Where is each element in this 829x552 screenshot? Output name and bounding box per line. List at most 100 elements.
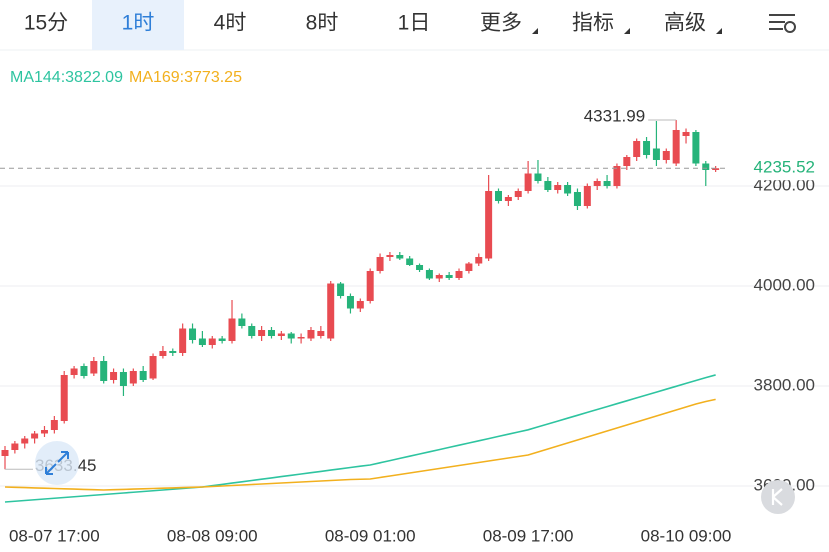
candle-body — [534, 173, 542, 181]
tab[interactable]: 1时 — [122, 12, 155, 35]
candle-body — [70, 368, 78, 375]
tab[interactable]: 高级 — [664, 12, 706, 35]
candle-body — [485, 191, 493, 259]
candle-body — [356, 301, 364, 309]
candle-body — [524, 173, 532, 191]
candle-body — [435, 275, 443, 279]
candle-body — [307, 330, 315, 339]
candle-body — [672, 130, 680, 164]
high-label: 4331.99 — [584, 106, 645, 125]
candle-body — [287, 333, 295, 339]
candle-body — [396, 255, 404, 259]
x-tick-label: 08-08 09:00 — [167, 526, 258, 545]
candle-body — [80, 366, 88, 376]
candle-body — [208, 338, 216, 345]
k-button[interactable] — [761, 480, 795, 514]
candle-body — [346, 296, 354, 309]
candle-body — [31, 433, 39, 439]
candle-body — [652, 148, 660, 160]
candle-body — [258, 330, 266, 336]
candle-body — [564, 185, 572, 194]
x-tick-label: 08-09 17:00 — [483, 526, 574, 545]
legend-entry: MA144:3822.09 — [10, 69, 123, 86]
tab[interactable]: 更多 — [480, 12, 522, 35]
candle-body — [445, 275, 453, 278]
candle-body — [662, 151, 670, 160]
x-tick-label: 08-09 01:00 — [325, 526, 416, 545]
candle-body — [603, 181, 611, 186]
candle-body — [169, 351, 177, 353]
candle-body — [159, 351, 167, 356]
candle-body — [366, 271, 374, 301]
dropdown-arrow — [716, 28, 722, 34]
candle-body — [139, 371, 147, 380]
candle-body — [514, 191, 522, 197]
candle-body — [623, 157, 631, 166]
candle-body — [267, 330, 275, 336]
candle-body — [455, 271, 463, 278]
candle-body — [228, 318, 236, 341]
candle-body — [297, 337, 305, 339]
candle-body — [593, 181, 601, 186]
y-tick-label: 3800.00 — [754, 375, 815, 394]
x-tick-label: 08-07 17:00 — [9, 526, 100, 545]
tab-active-bg — [92, 0, 184, 50]
candle-body — [50, 420, 58, 430]
candle-body — [119, 372, 127, 386]
candle-body — [129, 371, 137, 384]
candle-body — [327, 283, 335, 339]
candle-body — [702, 163, 710, 170]
candle-body — [504, 197, 512, 201]
ma-line — [4, 374, 716, 503]
candle-body — [613, 166, 621, 186]
candle-body — [573, 192, 581, 206]
dropdown-arrow — [624, 28, 630, 34]
candle-body — [11, 443, 19, 450]
candle-body — [692, 132, 700, 164]
candle-body — [21, 438, 29, 444]
y-tick-label: 4000.00 — [754, 275, 815, 294]
tab[interactable]: 15分 — [24, 12, 68, 35]
dropdown-arrow — [532, 28, 538, 34]
candle-body — [475, 257, 483, 264]
tab[interactable]: 1日 — [398, 12, 431, 35]
candle-body — [376, 257, 384, 271]
candle-body — [337, 283, 345, 296]
tab[interactable]: 8时 — [306, 12, 339, 35]
candle-body — [465, 263, 473, 271]
tab[interactable]: 指标 — [572, 12, 614, 35]
candle-body — [682, 132, 690, 136]
candle-body — [416, 265, 424, 270]
candle-body — [238, 318, 246, 326]
x-tick-label: 08-10 09:00 — [641, 526, 732, 545]
candle-body — [189, 328, 197, 340]
candle-body — [218, 338, 226, 341]
settings-icon[interactable] — [769, 14, 796, 33]
candle-body — [149, 356, 157, 379]
candle-body — [179, 328, 187, 353]
ma-line — [4, 398, 716, 491]
candle-body — [406, 258, 414, 265]
candle-body — [1, 450, 9, 456]
tab[interactable]: 4时 — [214, 12, 247, 35]
candle-body — [277, 333, 285, 336]
legend-entry: MA169:3773.25 — [129, 69, 242, 86]
current-price-label: 4235.52 — [754, 158, 815, 177]
candle-body — [554, 185, 562, 190]
candle-body — [425, 270, 433, 279]
candle-body — [100, 361, 108, 381]
candle-body — [712, 168, 720, 170]
candle-body — [90, 361, 98, 374]
zoom-button[interactable] — [35, 441, 79, 485]
candle-body — [198, 338, 206, 345]
candle-body — [495, 191, 502, 201]
candle-body — [583, 186, 591, 206]
candle-body — [40, 430, 48, 434]
candle-body — [633, 141, 641, 157]
candle-body — [317, 331, 325, 336]
candle-body — [110, 372, 118, 380]
candle-body — [643, 141, 651, 155]
candle-body — [248, 326, 256, 336]
